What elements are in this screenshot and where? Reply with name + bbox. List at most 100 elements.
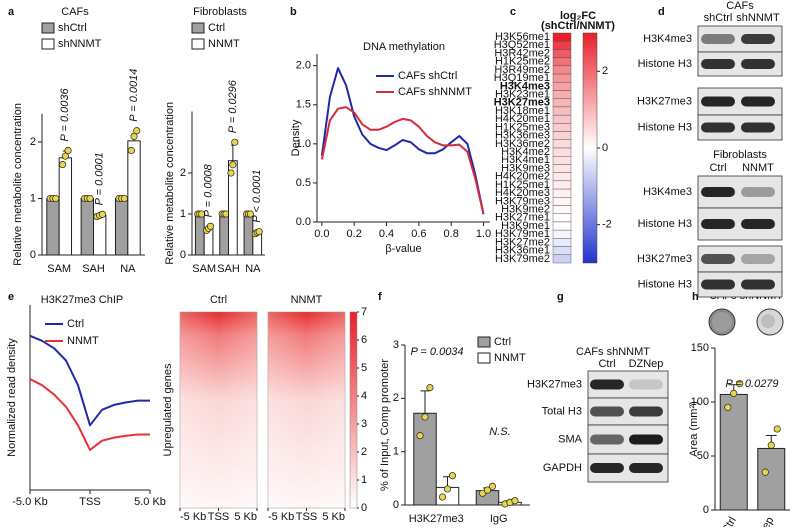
- colorbar-tick-label: 3: [361, 418, 367, 430]
- bar: [58, 157, 73, 256]
- data-point: [416, 432, 424, 440]
- x-tick-label: 0.4: [379, 228, 394, 240]
- heatmap-cell: [552, 65, 572, 75]
- x-tick-label: SAM: [47, 263, 71, 275]
- legend-label: NNMT: [208, 38, 240, 50]
- bar: [719, 393, 748, 511]
- legend-swatch: [41, 22, 55, 34]
- row-label: H3K27me3: [494, 97, 550, 109]
- bar: [114, 198, 129, 256]
- lane-label: shCtrl: [704, 12, 733, 24]
- blot-band: [741, 187, 775, 197]
- lane-label: Ctrl: [709, 162, 726, 174]
- y-tick-label: 1.5: [296, 99, 311, 111]
- p-value: P = 0.0036: [59, 87, 71, 141]
- data-line: [320, 67, 485, 215]
- x-tick-label: IgG: [490, 513, 508, 525]
- colorbar-tick-label: -2: [602, 219, 612, 231]
- lane-label: NNMT: [742, 162, 774, 174]
- heatmap-cell: [552, 73, 572, 83]
- blot-band: [590, 463, 624, 473]
- colorbar-tick-label: 2: [361, 446, 367, 458]
- p-value: P = 0.0008: [202, 163, 214, 217]
- legend-swatch: [191, 22, 205, 34]
- heatmap-cell: [552, 106, 572, 116]
- x-tick-label: 5.0 Kb: [134, 496, 166, 508]
- blot-header: CAFs: [726, 0, 754, 12]
- data-line: [320, 106, 485, 215]
- data-point: [86, 194, 94, 203]
- legend-label: shNNMT: [58, 38, 102, 50]
- x-tick-label: 0.2: [347, 228, 362, 240]
- bar: [93, 214, 107, 256]
- heatmap-cell: [552, 246, 572, 255]
- lane-label: shNNMT: [736, 12, 780, 24]
- x-tick-label: NA: [245, 263, 261, 275]
- heatmap-cell: [552, 213, 572, 223]
- y-axis-label: Normalized read density: [6, 338, 18, 457]
- blot-row-label: H3K27me3: [527, 378, 582, 390]
- y-tick-label: 150: [691, 342, 709, 354]
- row-label: H3K79me1: [495, 228, 550, 240]
- row-label: H1K25me3: [495, 121, 550, 133]
- blot-row-label: Histone H3: [638, 218, 692, 230]
- y-tick-label: 1: [180, 208, 186, 220]
- lane-label: DZNep: [629, 358, 664, 370]
- blot-band: [701, 219, 735, 229]
- blot-band: [701, 279, 735, 290]
- p-value: P = 0.0296: [227, 79, 239, 133]
- y-tick-label: 0.0: [296, 216, 311, 228]
- row-label: H3K4me1: [501, 154, 550, 166]
- legend-label: CAFs shNNMT: [398, 86, 472, 98]
- bar: [757, 447, 786, 511]
- blot-band: [701, 59, 735, 69]
- x-tick-label: SAM: [192, 263, 216, 275]
- x-tick-label: -5.0 Kb: [12, 496, 47, 508]
- data-point: [206, 222, 215, 230]
- row-label: H4K20me1: [495, 113, 550, 125]
- heatmap-cell: [552, 49, 572, 58]
- panel-label: a: [8, 6, 15, 18]
- blot-row-label: H3K4me3: [643, 33, 692, 45]
- y-tick-label: 1: [393, 446, 399, 458]
- row-label: H3K18me1: [495, 105, 550, 117]
- data-point: [478, 489, 487, 497]
- x-tick-label: NA: [120, 263, 136, 275]
- heatmap-cell: [552, 197, 572, 206]
- heatmap-subtitle: (shCtrl/NNMT): [541, 20, 615, 32]
- data-point: [421, 413, 429, 421]
- heatmap-cell: [552, 98, 572, 108]
- x-tick-label: TSS: [208, 511, 229, 523]
- blot-band: [741, 59, 775, 69]
- panel-label: e: [8, 291, 14, 303]
- data-point: [120, 194, 128, 203]
- colorbar-tick-label: 6: [361, 334, 367, 346]
- x-tick-label: 5 Kb: [322, 511, 345, 523]
- heatmap-cell: [552, 221, 572, 231]
- p-value: P = 0.0034: [410, 346, 463, 358]
- heatmap-cell: [552, 180, 572, 190]
- heatmap-title: log₂FC: [560, 10, 596, 22]
- p-value: N.S.: [489, 426, 510, 438]
- heatmap-cell: [552, 156, 572, 165]
- data-point: [130, 132, 138, 140]
- blot-band: [590, 434, 624, 445]
- legend-label: shCtrl: [58, 22, 87, 34]
- data-point: [59, 161, 67, 169]
- blot-band: [701, 187, 735, 197]
- x-tick-label: 0.6: [411, 228, 426, 240]
- row-label: H3K79me2: [495, 253, 550, 265]
- heatmap-shade: [268, 312, 345, 508]
- data-point: [488, 482, 497, 490]
- heatmap-shade: [180, 312, 257, 508]
- p-value: P = 0.0001: [94, 152, 106, 205]
- lane-label: Ctrl: [598, 358, 615, 370]
- row-label: H3K36me1: [495, 245, 550, 257]
- colorbar-tick-label: 5: [361, 362, 367, 374]
- chart-title: Fibroblasts: [193, 6, 247, 18]
- row-label: H3K27me1: [495, 212, 550, 224]
- data-point: [724, 403, 732, 411]
- x-tick-label: SAH: [217, 263, 240, 275]
- chart-title: H3K27me3 ChIP: [41, 294, 124, 306]
